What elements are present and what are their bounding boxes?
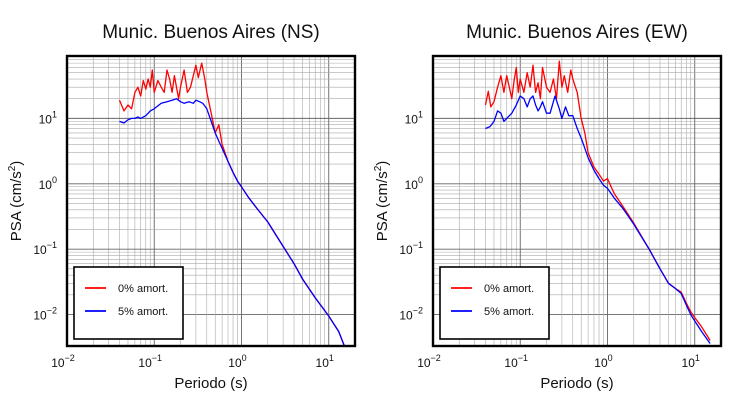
legend-label: 5% amort. (484, 306, 534, 318)
legend-box (439, 266, 550, 340)
chart-title: Munic. Buenos Aires (NS) (102, 22, 320, 43)
y-axis-label: PSA (cm/s2) (373, 161, 391, 242)
chart-0: Munic. Buenos Aires (NS) 10−2 10−1 100 101 10… (7, 22, 357, 392)
x-tick-label: 10−2 (51, 353, 75, 370)
x-tick-label: 10−2 (417, 353, 441, 370)
x-tick-label: 10−1 (504, 353, 528, 370)
series-line-damped (119, 98, 345, 346)
y-tick-label: 101 (39, 109, 57, 126)
y-tick-label: 10−2 (399, 306, 423, 323)
x-axis-label: Periodo (s) (540, 375, 613, 392)
legend-label: 5% amort. (118, 306, 168, 318)
plot-frame (65, 54, 357, 348)
y-tick-label: 100 (39, 175, 57, 192)
x-tick-label: 100 (594, 353, 612, 370)
y-tick-label: 100 (405, 175, 423, 192)
x-tick-label: 101 (682, 353, 700, 370)
grid (432, 55, 722, 346)
x-tick-label: 100 (228, 353, 246, 370)
chart-1: Munic. Buenos Aires (EW) 10−2 10−1 100 101 10… (373, 22, 723, 392)
y-tick-label: 10−1 (399, 240, 423, 257)
x-tick-label: 101 (316, 353, 334, 370)
legend: 0% amort. 5% amort. (73, 266, 184, 340)
legend-label: 0% amort. (484, 283, 534, 295)
y-tick-label: 10−1 (33, 240, 57, 257)
y-axis-label: PSA (cm/s2) (7, 161, 25, 242)
y-tick-label: 10−2 (33, 306, 57, 323)
x-tick-label: 10−1 (138, 353, 162, 370)
legend-label: 0% amort. (118, 283, 168, 295)
x-axis-label: Periodo (s) (174, 375, 247, 392)
legend-box (73, 266, 184, 340)
series-line-damped (485, 95, 711, 344)
y-tick-label: 101 (405, 109, 423, 126)
chart-title: Munic. Buenos Aires (EW) (466, 22, 688, 43)
legend: 0% amort. 5% amort. (439, 266, 550, 340)
plot-frame (431, 54, 723, 348)
